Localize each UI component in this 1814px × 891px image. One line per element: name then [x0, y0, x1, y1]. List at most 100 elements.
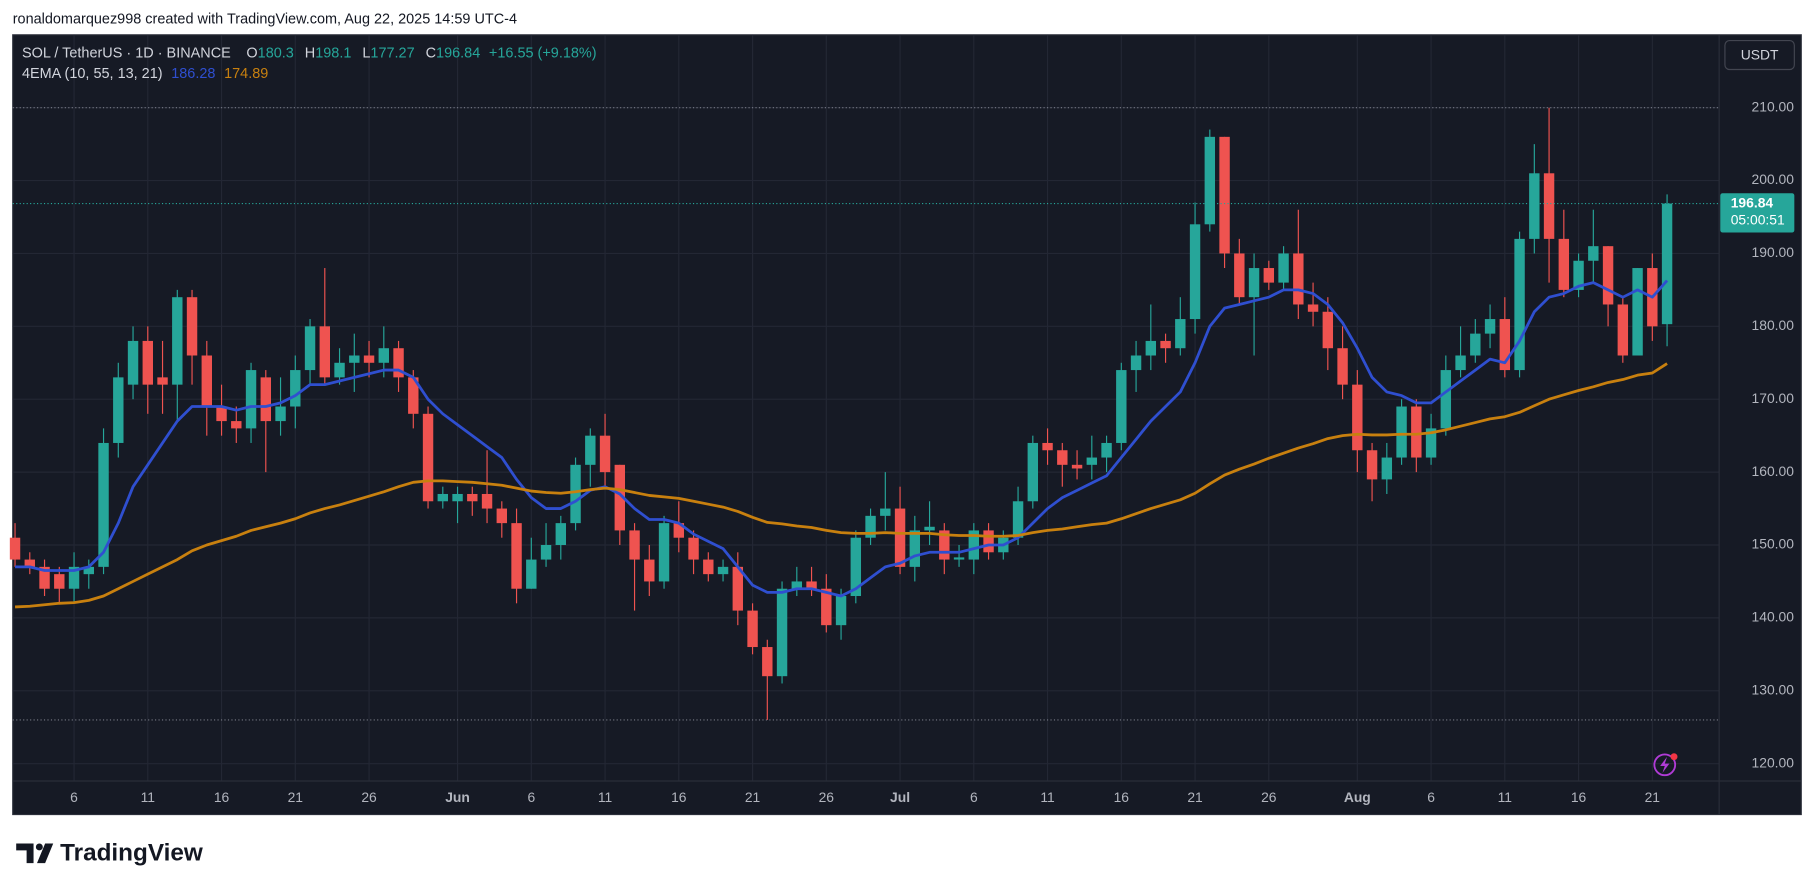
candle-body [245, 370, 257, 429]
indicator-legend: 4EMA (10, 55, 13, 21) 186.28 174.89 [22, 66, 268, 82]
candle-body [570, 464, 581, 524]
candle-body [1543, 173, 1555, 239]
candle-body [599, 435, 611, 473]
candle-body [378, 348, 390, 363]
y-tick-label: 130.00 [1752, 681, 1795, 697]
candle-body [363, 355, 375, 363]
indicator-label: 4EMA (10, 55, 13, 21) [22, 66, 163, 82]
candle-body [1012, 501, 1024, 538]
candle-body [349, 355, 360, 363]
candle-body [585, 435, 596, 465]
candle-body [1661, 203, 1673, 325]
candle-body [201, 355, 212, 407]
candle-body [1116, 370, 1127, 443]
candle-body [39, 566, 50, 589]
currency-button[interactable] [1724, 40, 1795, 71]
ema-line [15, 279, 1669, 598]
candle-body [9, 537, 21, 560]
candle-body [806, 581, 817, 589]
candle-body [260, 377, 272, 422]
plot [9, 107, 1720, 721]
candle-body [142, 340, 153, 385]
candle-body [1484, 319, 1496, 334]
candle-body [614, 464, 626, 531]
candle-body [555, 523, 567, 545]
candle-body [526, 559, 537, 589]
candle-body [1425, 428, 1437, 458]
candle-body [791, 581, 803, 589]
x-tick-label: 16 [1571, 789, 1587, 805]
candle-body [290, 370, 301, 407]
close-label: C [426, 45, 436, 61]
candle-body [1322, 311, 1334, 349]
x-tick-label: 21 [1645, 789, 1661, 805]
x-tick-label: 6 [970, 789, 978, 805]
candle-body [216, 406, 227, 422]
x-tick-label: 21 [1187, 789, 1203, 805]
credit: ronaldomarquez998 created with TradingVi… [13, 12, 517, 28]
candle-body [747, 610, 758, 648]
y-tick-label: 210.00 [1752, 98, 1795, 114]
candle-body [850, 537, 862, 597]
candle-body [894, 508, 906, 567]
candle-body [939, 530, 950, 560]
candle-body [422, 413, 434, 502]
candle-body [1352, 384, 1363, 451]
candle-body [1219, 136, 1230, 254]
x-tick-label: 6 [527, 789, 535, 805]
candle-body [909, 530, 921, 567]
candle-body [644, 559, 655, 582]
x-tick-label: Jul [890, 789, 910, 805]
candle-body [54, 574, 65, 589]
candle-body [673, 523, 685, 538]
candle-body [24, 559, 35, 567]
candle-body [1293, 253, 1304, 305]
candle-body [68, 566, 80, 589]
candle-body [1573, 260, 1584, 290]
candle-body [452, 493, 463, 502]
candle-body [1189, 224, 1201, 320]
candle-body [304, 326, 316, 371]
candle-body [1130, 355, 1142, 371]
candle-body [629, 530, 640, 560]
candle-body [1470, 333, 1481, 356]
candle-body [1337, 348, 1348, 385]
candle-body [953, 557, 965, 560]
candle-body [540, 544, 552, 560]
currency-label[interactable]: USDT [1741, 46, 1779, 62]
y-tick-label: 200.00 [1752, 171, 1795, 187]
candle-body [408, 377, 419, 414]
candle-body [157, 377, 168, 385]
candle-body [1514, 238, 1525, 371]
candle-body [113, 377, 124, 443]
price-tag-countdown: 05:00:51 [1731, 212, 1785, 228]
alert-icon[interactable] [1653, 753, 1678, 777]
x-tick-label: 16 [214, 789, 230, 805]
candle-body [1160, 340, 1171, 349]
candle-body [1278, 253, 1289, 283]
candle-body [1086, 457, 1098, 465]
candle-body [98, 442, 109, 567]
y-tick-label: 160.00 [1752, 463, 1795, 479]
x-tick-label: Aug [1344, 789, 1371, 805]
tradingview-logo [16, 843, 54, 864]
candle-body [1588, 246, 1599, 261]
candle-body [1307, 304, 1319, 312]
candle-body [1455, 355, 1466, 371]
change-value: +16.55 (+9.18%) [489, 45, 597, 61]
candle-body [83, 566, 94, 575]
candle-body [231, 421, 242, 429]
candle-body [1381, 457, 1393, 480]
high-label: H [305, 45, 315, 61]
candle-body [924, 526, 935, 531]
candle-body [496, 508, 508, 524]
candle-body [511, 523, 522, 589]
candle-body [1440, 370, 1452, 429]
chart-panel [12, 34, 1802, 816]
candle-body [1396, 406, 1407, 458]
candle-body [1602, 246, 1614, 305]
open-value: 180.3 [258, 45, 294, 61]
x-tick-label: Jun [445, 789, 470, 805]
